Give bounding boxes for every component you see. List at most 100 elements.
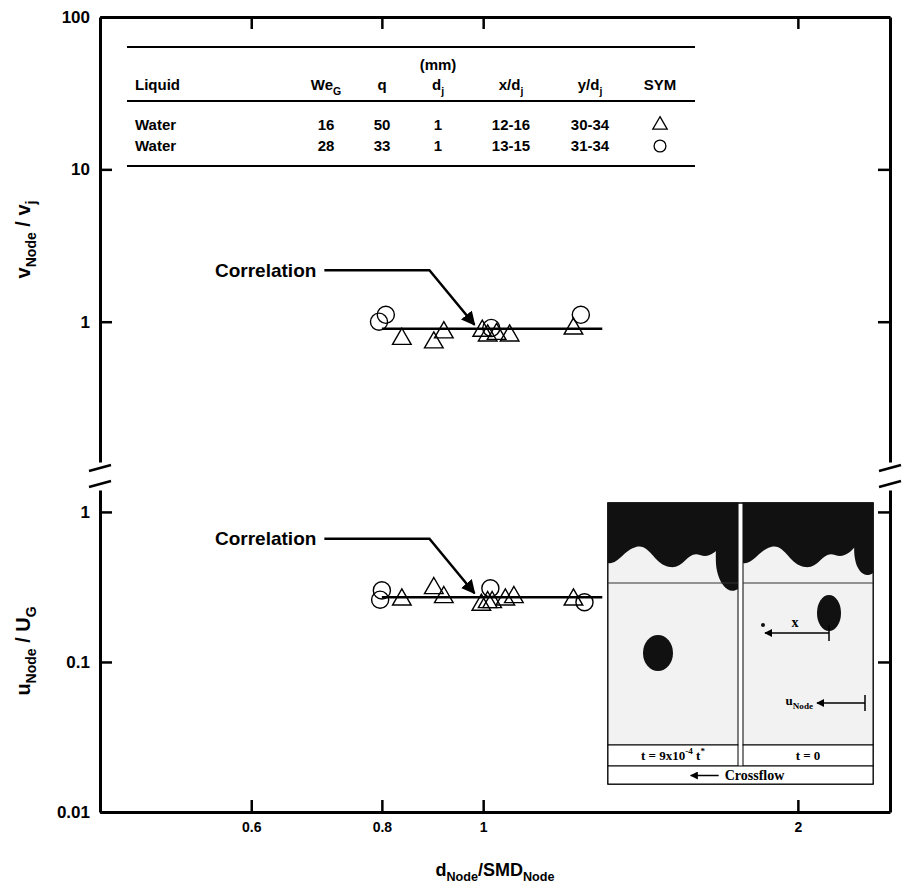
axis-break — [879, 481, 901, 487]
axis — [878, 491, 891, 813]
tick — [251, 17, 252, 29]
text-part: * — [700, 746, 705, 756]
text-part: d — [432, 76, 441, 93]
photo — [608, 503, 738, 671]
x-arrow — [765, 632, 829, 634]
table-header: q — [377, 76, 386, 93]
point-triangle — [500, 325, 519, 341]
tick: 1 — [81, 313, 112, 332]
point-circle — [572, 306, 589, 323]
text-part: x/d — [499, 76, 521, 93]
tick-mark — [251, 800, 254, 812]
table-cell: Water — [135, 137, 176, 154]
text-part: / U — [12, 617, 34, 648]
table-rule — [127, 100, 695, 102]
axis — [101, 17, 891, 29]
text-part: Node — [793, 701, 813, 711]
tick-label: 1 — [480, 819, 488, 835]
tick-mark — [100, 511, 112, 514]
tick-mark — [878, 169, 890, 172]
plot-marks — [370, 306, 602, 348]
tick-label: 100 — [62, 8, 90, 27]
table-header-unit: (mm) — [420, 56, 457, 73]
text-part: t = 0 — [796, 748, 821, 763]
tick-label: 2 — [794, 819, 802, 835]
table-header: Liquid — [135, 76, 180, 93]
axis-line — [101, 811, 891, 814]
tick: 0.8 — [373, 800, 393, 835]
text-part: We — [311, 76, 333, 93]
u-arrow — [817, 702, 865, 704]
text-part: G — [333, 85, 341, 97]
axis — [878, 18, 891, 463]
photo-ground — [743, 503, 873, 745]
frame-label-cell — [743, 745, 873, 766]
point-circle — [377, 306, 394, 323]
axis: 0.010.11 — [57, 491, 112, 822]
annotation-arrow — [324, 539, 474, 594]
table-header: WeG — [311, 76, 341, 97]
tick-mark — [797, 800, 800, 812]
legend-table: LiquidWeGq(mm)djx/djy/djSYMWater1650112-… — [127, 47, 695, 166]
inset: t = 9x10-4 t*xuNodet = 0Crossflow — [608, 503, 873, 784]
distance-label: x — [792, 615, 799, 630]
text-part: t = 9x10 — [641, 748, 685, 763]
text-part: j — [598, 85, 602, 97]
tick — [483, 17, 484, 29]
text-part: y/d — [578, 76, 600, 93]
inset-frame: xuNode — [743, 503, 873, 745]
text-part: SYM — [644, 76, 677, 93]
axis-line — [99, 491, 102, 813]
photo-ground — [608, 503, 738, 745]
figure: 110100vNode / vjCorrelation0.010.110.60.… — [0, 0, 902, 892]
crossflow-arrow — [691, 775, 719, 777]
tick: 0.1 — [66, 653, 112, 672]
axis-line — [889, 491, 892, 813]
tick-mark — [251, 17, 254, 29]
u-arrow-bar — [864, 695, 866, 711]
y-axis-title: uNode / UG — [12, 606, 39, 695]
table-rule — [127, 46, 695, 48]
text-part: u — [12, 683, 34, 695]
tick: 0.6 — [242, 800, 262, 835]
legend-symbol — [653, 117, 667, 129]
axis: 1 10 100 — [62, 8, 112, 463]
table-cell: 1 — [434, 116, 442, 133]
speck — [761, 623, 765, 627]
photo-line — [608, 583, 738, 584]
photo-blob — [843, 503, 873, 575]
tick-label: 1 — [81, 503, 90, 522]
tick — [382, 17, 383, 29]
axis-break — [879, 465, 901, 471]
tick: 2 — [794, 800, 802, 835]
x-arrow-bar — [828, 625, 830, 641]
tick-label: 10 — [71, 160, 90, 179]
annotation-arrow — [324, 270, 474, 325]
text-part: j — [23, 201, 39, 206]
caption-cell — [608, 766, 873, 784]
tick-mark — [482, 800, 485, 812]
text-part: G — [23, 606, 39, 617]
frame-label: t = 9x10-4 t* — [641, 746, 705, 763]
tick: 1 — [81, 503, 112, 522]
table-cell: 16 — [318, 116, 335, 133]
table-cell: Water — [135, 116, 176, 133]
tick — [878, 322, 890, 323]
axis-break — [89, 465, 111, 471]
table-cell: 12-16 — [492, 116, 530, 133]
text-part: d — [436, 860, 447, 880]
annotation: Correlation — [215, 528, 316, 549]
table-header: SYM — [644, 76, 677, 93]
text-part: Node — [23, 232, 39, 267]
text-part: Node — [523, 870, 554, 884]
tick — [878, 512, 890, 513]
tick — [798, 17, 799, 29]
table-cell: 31-34 — [571, 137, 610, 154]
axis: 0.6 0.8 1 2 — [101, 800, 891, 835]
tick — [878, 169, 890, 170]
text-part: Node — [23, 648, 39, 683]
tick-mark — [100, 661, 112, 664]
tick-mark — [797, 17, 800, 29]
x-axis-title: dNode/SMDNode — [436, 860, 555, 884]
plot-marks — [372, 577, 603, 610]
